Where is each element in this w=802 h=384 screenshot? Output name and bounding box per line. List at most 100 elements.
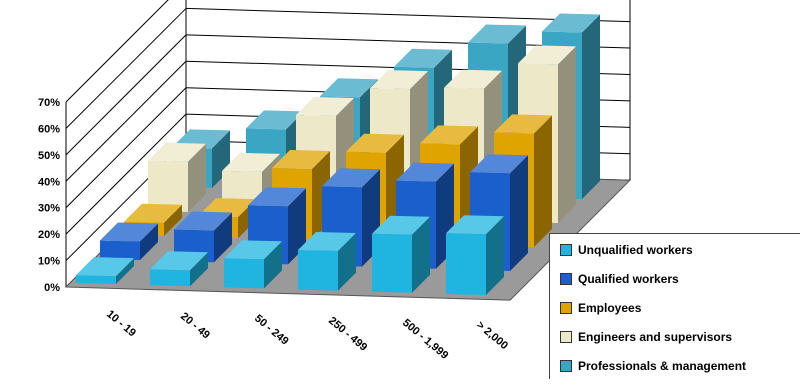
y-tick-label: 0% xyxy=(44,282,60,294)
bar xyxy=(446,215,504,295)
bar-top-face xyxy=(148,142,206,162)
bar-side-face xyxy=(214,212,232,263)
x-category-label: > 2,000 xyxy=(474,319,510,352)
legend-label: Employees xyxy=(578,301,642,315)
legend: Unqualified workers Qualified workers Empl… xyxy=(549,233,800,379)
legend-swatch xyxy=(560,273,572,285)
bar-top-face xyxy=(518,45,576,65)
bar-top-face xyxy=(346,133,404,153)
x-category-label: 500 - 1,999 xyxy=(400,317,450,362)
bar-top-face xyxy=(124,203,182,223)
legend-label: Engineers and supervisors xyxy=(578,330,733,344)
bar-top-face xyxy=(444,69,502,89)
bar-top-face xyxy=(272,150,330,169)
bar-side-face xyxy=(164,204,182,236)
legend-swatch xyxy=(560,244,572,256)
bar-side-face xyxy=(338,233,356,291)
legend-item: Qualified workers xyxy=(560,271,679,287)
bar-top-face xyxy=(470,154,528,174)
legend-swatch xyxy=(560,360,572,372)
bar-top-face xyxy=(100,222,158,242)
bar xyxy=(372,215,430,293)
bar-side-face xyxy=(486,216,504,295)
legend-item: Unqualified workers xyxy=(560,242,693,258)
bar-front-face xyxy=(372,233,412,293)
gridline-left xyxy=(65,0,169,103)
bar-top-face xyxy=(322,168,380,188)
legend-swatch xyxy=(560,331,572,343)
x-category-label: 250 - 499 xyxy=(326,315,369,354)
bar-front-face xyxy=(76,275,116,284)
gridline-left xyxy=(65,113,187,235)
bar-top-face xyxy=(224,240,282,260)
legend-swatch xyxy=(560,302,572,314)
bar-top-face xyxy=(298,232,356,251)
bar-side-face xyxy=(288,188,306,265)
bar-top-face xyxy=(494,114,552,134)
legend-label: Unqualified workers xyxy=(578,243,693,257)
y-axis-ticks: 0% 10% 20% 30% 40% 50% 60% 70% xyxy=(38,97,60,294)
bar-top-face xyxy=(248,187,306,207)
bar-side-face xyxy=(412,216,430,293)
legend-item: Professionals & management xyxy=(560,358,746,374)
x-axis-labels: 10 - 19 20 - 49 50 - 249 250 - 499 500 - 1,9… xyxy=(104,308,510,362)
legend-item: Engineers and supervisors xyxy=(560,329,732,345)
bar-top-face xyxy=(222,152,280,172)
x-category-label: 50 - 249 xyxy=(252,313,291,348)
y-tick-label: 70% xyxy=(38,97,60,109)
legend-item: Employees xyxy=(560,300,641,316)
bar xyxy=(298,232,356,291)
bar-top-face xyxy=(420,125,478,145)
x-category-label: 10 - 19 xyxy=(104,308,138,339)
gridline-left xyxy=(65,87,187,209)
gridline-left xyxy=(65,34,187,156)
y-tick-label: 10% xyxy=(38,256,60,268)
bar-side-face xyxy=(582,14,600,199)
bars xyxy=(76,13,600,295)
bar-front-face xyxy=(148,160,188,212)
bar-top-face xyxy=(396,162,454,182)
bar-side-face xyxy=(558,46,576,224)
bar-top-face xyxy=(394,48,452,68)
bar xyxy=(100,222,158,260)
bar-side-face xyxy=(534,115,552,248)
y-tick-label: 50% xyxy=(38,150,60,162)
x-category-label: 20 - 49 xyxy=(178,310,212,341)
bar-top-face xyxy=(468,24,526,44)
bar-front-face xyxy=(224,258,264,289)
bar-top-face xyxy=(320,78,378,98)
bar-top-face xyxy=(296,97,354,116)
bar xyxy=(148,142,206,212)
bar-side-face xyxy=(190,252,208,287)
bar-side-face xyxy=(116,258,134,284)
legend-label: Professionals & management xyxy=(578,359,747,373)
bar-front-face xyxy=(100,240,140,260)
bar-top-face xyxy=(76,257,134,277)
bar-top-face xyxy=(246,110,304,130)
bar-top-face xyxy=(542,13,600,33)
bar-side-face xyxy=(510,155,528,271)
legend-label: Qualified workers xyxy=(578,272,679,286)
bar-top-face xyxy=(370,70,428,90)
gridline-left xyxy=(65,60,187,182)
bar-side-face xyxy=(140,223,158,260)
bar-side-face xyxy=(188,143,206,212)
bar-side-face xyxy=(264,241,282,289)
bar-front-face xyxy=(298,250,338,291)
bar xyxy=(150,251,208,287)
y-tick-label: 60% xyxy=(38,123,60,135)
bar-front-face xyxy=(150,269,190,287)
y-tick-label: 40% xyxy=(38,176,60,188)
bar-top-face xyxy=(372,215,430,235)
y-tick-label: 20% xyxy=(38,229,60,241)
bar-front-face xyxy=(446,233,486,295)
y-tick-label: 30% xyxy=(38,203,60,215)
bar xyxy=(224,240,282,289)
bar-top-face xyxy=(150,251,208,271)
bar-top-face xyxy=(174,211,232,231)
bar xyxy=(76,257,134,284)
bar-top-face xyxy=(446,215,504,235)
gridline-left xyxy=(65,8,187,129)
